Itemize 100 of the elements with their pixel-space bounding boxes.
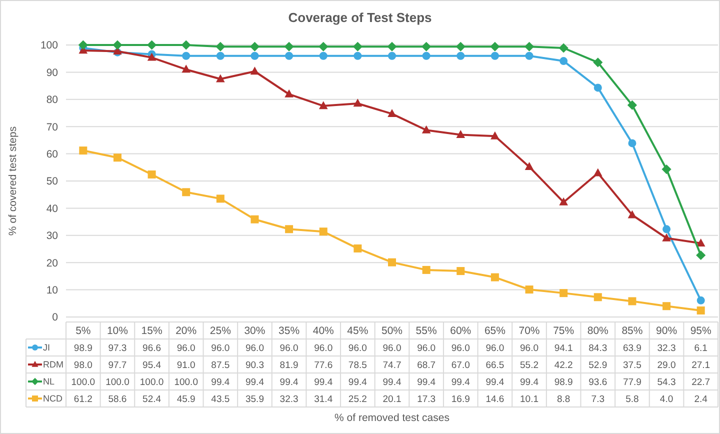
data-label: 96.0 <box>211 342 230 354</box>
data-label: 31.4 <box>314 394 333 405</box>
point <box>182 52 190 60</box>
data-label: 27.1 <box>692 360 710 371</box>
point <box>148 170 156 178</box>
point <box>490 131 500 140</box>
data-label: 100.0 <box>71 376 96 388</box>
y-tick-label: 100 <box>40 40 58 52</box>
y-tick-label: 80 <box>46 94 58 106</box>
point <box>388 258 396 266</box>
point <box>147 52 156 61</box>
data-label: 32.3 <box>657 342 676 354</box>
point <box>696 250 706 260</box>
data-label: 35.9 <box>245 394 264 405</box>
point <box>422 125 431 134</box>
x-tick-label: 25% <box>210 325 231 338</box>
point <box>696 306 705 314</box>
data-label: 91.0 <box>176 360 196 371</box>
point <box>112 40 122 50</box>
data-label: 6.1 <box>694 342 708 354</box>
data-label: 96.0 <box>382 342 402 354</box>
x-tick-label: 55% <box>416 325 437 338</box>
data-label: 99.4 <box>211 376 230 388</box>
x-tick-label: 15% <box>141 325 162 338</box>
point <box>628 139 636 148</box>
point <box>662 164 672 174</box>
point <box>456 52 465 60</box>
point <box>422 266 430 274</box>
data-label: 96.0 <box>486 342 504 354</box>
point <box>285 225 294 234</box>
data-label: 29.0 <box>657 360 676 371</box>
x-tick-label: 75% <box>553 325 574 338</box>
x-tick-label: 40% <box>312 325 334 338</box>
point <box>560 57 568 66</box>
point <box>78 40 88 50</box>
x-tick-label: 35% <box>278 325 300 338</box>
point <box>354 52 362 60</box>
data-label: 42.2 <box>554 360 573 371</box>
y-axis-title: % of covered test steps <box>7 126 19 236</box>
point <box>113 154 122 162</box>
x-tick-label: 65% <box>484 325 506 338</box>
data-label: 68.7 <box>417 360 436 371</box>
point <box>250 52 259 60</box>
point <box>352 42 362 52</box>
data-label: 17.3 <box>417 394 436 405</box>
point <box>662 302 671 310</box>
data-label: 77.9 <box>622 376 642 388</box>
data-label: 98.0 <box>74 360 92 371</box>
point <box>524 42 534 52</box>
point <box>490 52 499 60</box>
data-label: 2.4 <box>694 394 708 405</box>
y-tick-label: 50 <box>46 176 58 188</box>
y-tick-label: 40 <box>46 202 58 215</box>
data-label: 99.4 <box>245 376 264 388</box>
point <box>182 64 191 73</box>
data-label: 97.7 <box>108 360 127 371</box>
point <box>593 58 603 68</box>
point <box>79 146 88 155</box>
data-label: 99.4 <box>280 376 298 388</box>
point <box>524 162 534 170</box>
point <box>490 273 499 282</box>
data-label: 16.9 <box>451 394 470 405</box>
data-label: 100.0 <box>106 376 130 388</box>
data-label: 7.3 <box>591 394 605 405</box>
data-label: 4.0 <box>660 394 674 405</box>
data-label: 100.0 <box>140 376 164 388</box>
y-tick-label: 30 <box>46 230 58 242</box>
data-label: 96.0 <box>451 342 470 354</box>
data-label: 93.6 <box>588 376 608 388</box>
data-label: 90.3 <box>245 360 264 371</box>
point <box>388 109 396 118</box>
data-label: 99.4 <box>451 376 470 388</box>
data-label: 96.0 <box>280 342 298 354</box>
data-label: 95.4 <box>142 360 162 371</box>
point <box>388 52 396 60</box>
point <box>662 225 671 234</box>
data-label: 63.9 <box>622 342 642 354</box>
point <box>387 42 397 52</box>
data-label: 66.5 <box>486 360 504 371</box>
y-tick-label: 0 <box>52 312 58 324</box>
data-label: 87.5 <box>211 360 230 371</box>
point <box>456 42 466 52</box>
y-tick-label: 70 <box>46 121 58 134</box>
data-label: 78.5 <box>348 360 367 371</box>
data-label: 98.9 <box>74 342 92 354</box>
data-label: 55.2 <box>520 360 539 371</box>
point <box>490 42 500 52</box>
x-tick-label: 60% <box>450 325 472 338</box>
y-tick-label: 60 <box>46 148 58 160</box>
point <box>354 244 362 252</box>
point <box>560 289 568 298</box>
point <box>216 74 225 82</box>
data-label: 99.4 <box>382 376 402 388</box>
data-label: 99.4 <box>417 376 436 388</box>
point <box>319 228 328 236</box>
point <box>250 42 260 52</box>
point <box>593 168 602 176</box>
point <box>525 52 534 60</box>
legend-label: RDM <box>43 360 64 370</box>
data-label: 96.0 <box>520 342 539 354</box>
